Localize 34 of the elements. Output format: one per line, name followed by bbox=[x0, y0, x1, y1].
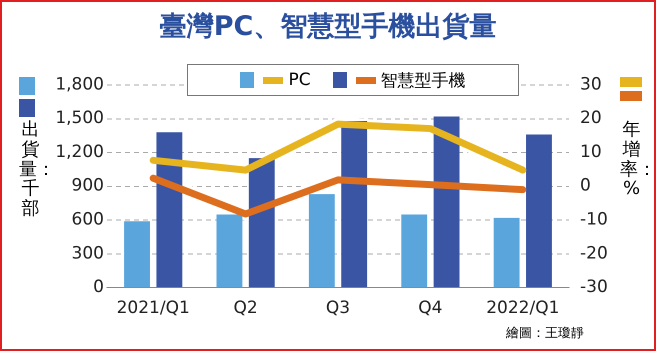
y2-tick-label: 30 bbox=[580, 74, 602, 94]
y-tick-label: 1,800 bbox=[55, 74, 104, 94]
x-tick-label: 2021/Q1 bbox=[116, 298, 190, 318]
y2-tick-label: 0 bbox=[580, 176, 591, 196]
y2-axis-title: 年增率：% bbox=[620, 119, 655, 200]
bar bbox=[124, 221, 150, 288]
chart-title: 臺灣PC、智慧型手機出貨量 bbox=[158, 10, 498, 44]
bar bbox=[341, 121, 368, 288]
y-tick-label: 1,500 bbox=[55, 108, 104, 128]
y2-tick-label: -10 bbox=[580, 209, 608, 230]
y2-tick-label: 20 bbox=[580, 108, 602, 128]
text: 繪圖：王瓊靜 bbox=[506, 325, 584, 342]
legend-label: PC bbox=[288, 70, 311, 90]
y-tick-label: 0 bbox=[93, 277, 104, 298]
legend-label: 智慧型手機 bbox=[380, 70, 466, 92]
x-tick-label: 2022/Q1 bbox=[486, 298, 560, 318]
y-axis-title: 出貨量：千部 bbox=[19, 119, 55, 220]
y-tick-label: 900 bbox=[72, 176, 104, 196]
bar bbox=[401, 214, 428, 288]
bar bbox=[216, 214, 242, 288]
y2-tick-label: -20 bbox=[580, 243, 608, 264]
y-tick-label: 600 bbox=[72, 209, 104, 230]
y2-tick-label: 10 bbox=[580, 142, 602, 162]
bar bbox=[156, 132, 182, 288]
bar bbox=[526, 134, 552, 288]
x-tick-label: Q3 bbox=[326, 298, 350, 318]
x-tick-label: Q4 bbox=[418, 298, 442, 318]
y2-tick-label: -30 bbox=[580, 277, 608, 298]
bar bbox=[308, 194, 335, 288]
y-tick-label: 1,200 bbox=[55, 142, 104, 162]
x-tick-label: Q2 bbox=[234, 298, 258, 318]
bar bbox=[434, 116, 460, 288]
y-tick-label: 300 bbox=[72, 243, 104, 264]
bar bbox=[494, 218, 520, 288]
